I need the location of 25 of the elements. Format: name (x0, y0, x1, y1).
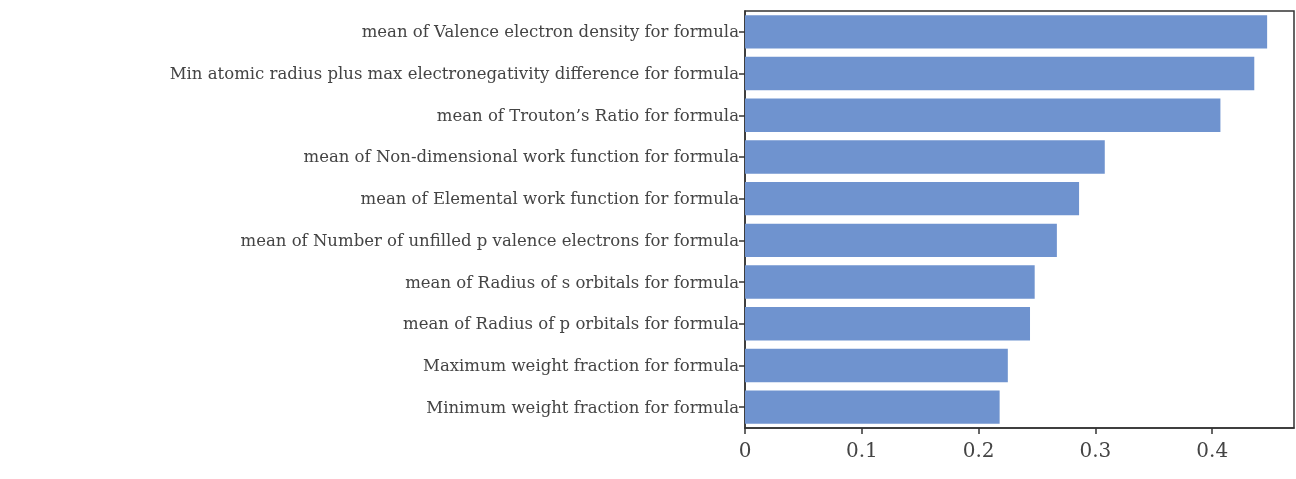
bar (745, 15, 1268, 49)
y-tick-label: Minimum weight fraction for formula (426, 397, 740, 417)
y-tick-label: mean of Valence electron density for formula (361, 22, 740, 42)
bar (745, 181, 1080, 216)
y-tick-label: mean of Trouton’s Ratio for formula (436, 105, 740, 125)
bar (745, 265, 1035, 299)
x-tick-label: 0 (738, 438, 752, 462)
bar (745, 98, 1221, 132)
bar (745, 348, 1008, 383)
y-tick-label: Min atomic radius plus max electronegativity difference for formula (169, 64, 740, 84)
x-tick-label: 0.3 (1079, 438, 1112, 462)
x-tick-label: 0.4 (1196, 438, 1229, 462)
bar (745, 223, 1057, 258)
y-tick-label: Maximum weight fraction for formula (423, 355, 740, 375)
x-tick-label: 0.1 (845, 438, 878, 462)
y-tick-label: mean of Non-dimensional work function for formula (303, 147, 740, 167)
y-tick-label: mean of Radius of p orbitals for formula (403, 314, 740, 334)
bar (745, 307, 1031, 341)
bar (745, 56, 1255, 91)
y-tick-label: mean of Radius of s orbitals for formula (405, 272, 740, 292)
x-tick-label: 0.2 (962, 438, 995, 462)
y-tick-label: mean of Elemental work function for formula (360, 189, 740, 209)
y-tick-label: mean of Number of unfilled p valence electrons for formula (240, 230, 740, 250)
bar (745, 390, 1000, 424)
bar (745, 140, 1105, 174)
